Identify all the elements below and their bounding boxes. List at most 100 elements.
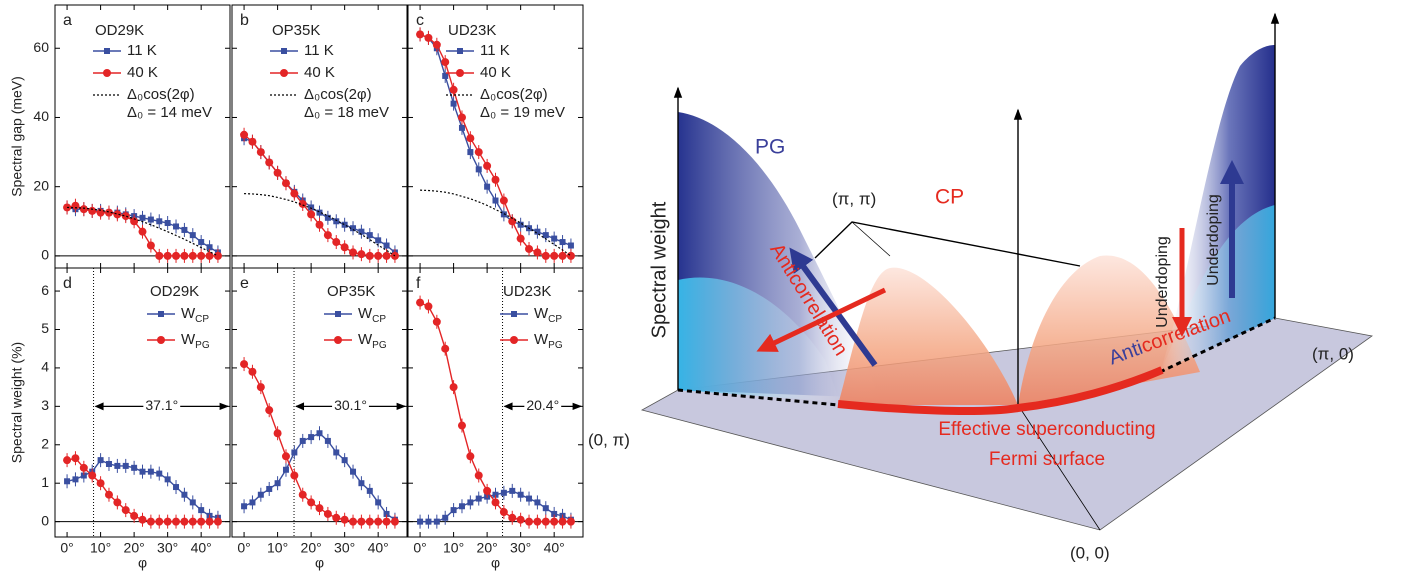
marker	[241, 503, 248, 510]
x-tick-label: 0°	[413, 540, 426, 556]
marker	[315, 504, 324, 513]
marker	[484, 183, 491, 190]
delta-label: Δ₀ = 18 meV	[304, 104, 389, 121]
marker	[147, 468, 154, 475]
schematic: PG CP (π, π) Spectral weight Anticorrela…	[588, 12, 1373, 562]
y-tick-label: 60	[33, 39, 49, 55]
y-tick-label: 4	[41, 359, 49, 375]
legend-label: 11 K	[304, 42, 334, 59]
marker	[416, 298, 425, 307]
marker	[567, 242, 574, 249]
x-tick-label: 10°	[443, 540, 464, 556]
panel: c UD23K 11 K 40 K Δ₀cos(2φ)Δ₀ = 19 meV	[407, 4, 584, 269]
legend-label: WPG	[358, 331, 387, 351]
marker	[97, 457, 104, 464]
marker	[475, 166, 482, 173]
label-bg	[332, 397, 369, 414]
marker	[350, 468, 357, 475]
marker	[205, 517, 214, 526]
marker	[500, 489, 507, 496]
marker	[274, 480, 281, 487]
y-tick-label: 1	[41, 474, 49, 490]
legend-label: WCP	[181, 305, 209, 325]
marker	[164, 476, 171, 483]
origin-label: (0, 0)	[1070, 543, 1110, 562]
marker	[188, 251, 197, 260]
marker	[197, 517, 206, 526]
marker	[467, 149, 474, 156]
marker	[534, 499, 541, 506]
marker	[130, 217, 139, 226]
marker	[323, 509, 332, 518]
marker	[113, 498, 122, 507]
marker	[375, 499, 382, 506]
panel-letter: a	[63, 12, 72, 29]
marker	[425, 518, 432, 525]
marker	[163, 251, 172, 260]
marker	[491, 498, 500, 507]
dotted-edge	[1159, 316, 1276, 374]
marker	[533, 517, 542, 526]
marker	[541, 517, 550, 526]
zero-pi-label: (0, π)	[588, 430, 630, 449]
reference-curve	[244, 192, 396, 257]
marker	[466, 452, 475, 461]
marker	[96, 208, 105, 217]
x-tick-label: 0°	[60, 540, 73, 556]
marker	[551, 235, 558, 242]
legend-label: 40 K	[304, 64, 335, 81]
y-tick-label: 40	[33, 108, 49, 124]
arrow-red	[756, 287, 887, 352]
fermi-surface	[837, 366, 1164, 415]
marker	[491, 175, 500, 184]
bz-line	[851, 221, 891, 257]
marker	[450, 100, 457, 107]
marker	[316, 430, 323, 437]
y-axis-label: Spectral weight	[648, 201, 670, 338]
y-tick-label: 2	[41, 435, 49, 451]
marker	[213, 517, 222, 526]
marker	[121, 506, 130, 515]
x-tick-label: 40°	[191, 540, 212, 556]
marker	[180, 517, 189, 526]
x-axis-label: φ	[315, 555, 324, 571]
marker	[138, 515, 147, 524]
marker	[248, 367, 257, 376]
marker	[88, 471, 97, 480]
marker	[332, 238, 341, 247]
sample-name: OP35K	[272, 22, 320, 39]
arrow-head	[503, 402, 513, 411]
marker	[382, 251, 391, 260]
marker	[383, 242, 390, 249]
marker	[273, 429, 282, 438]
marker	[466, 134, 475, 143]
marker	[533, 248, 542, 257]
legend-marker	[457, 48, 463, 54]
marker	[64, 478, 71, 485]
marker	[121, 212, 130, 221]
sample-name: OP35K	[327, 283, 375, 300]
marker	[350, 225, 357, 232]
marker	[63, 456, 72, 465]
marker	[508, 217, 517, 226]
marker	[559, 239, 566, 246]
x-axis-label: φ	[138, 555, 147, 571]
marker	[205, 251, 214, 260]
x-tick-label: 10°	[90, 540, 111, 556]
legend-label: Δ₀cos(2φ)	[480, 86, 548, 103]
marker	[525, 244, 534, 253]
marker	[526, 495, 533, 502]
marker	[383, 510, 390, 517]
marker	[240, 360, 249, 369]
marker	[172, 251, 181, 260]
legend-marker	[511, 311, 517, 317]
marker	[323, 231, 332, 240]
marker	[458, 503, 465, 510]
panel-frame	[231, 267, 408, 538]
panel-letter: c	[416, 12, 424, 29]
y-tick-label: 20	[33, 177, 49, 193]
marker	[558, 517, 567, 526]
y-tick-label: 0	[41, 247, 49, 263]
marker	[357, 250, 366, 259]
marker	[450, 507, 457, 514]
